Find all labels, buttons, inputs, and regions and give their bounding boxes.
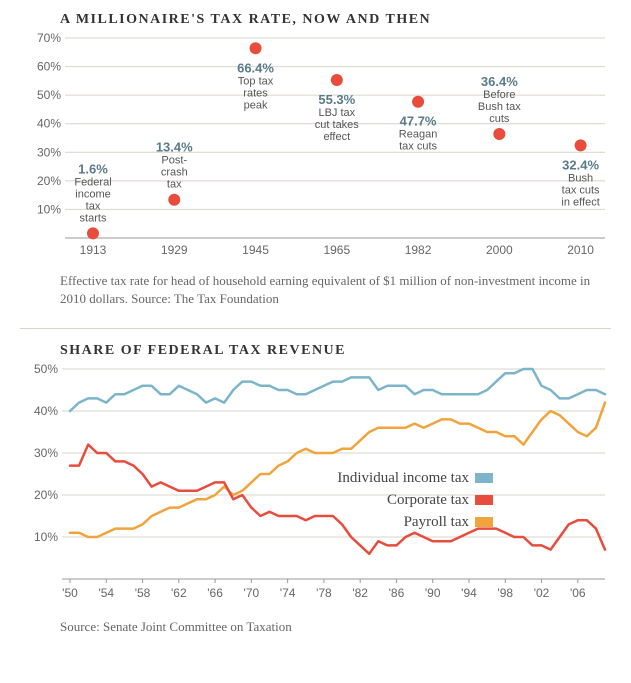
data-point — [493, 128, 505, 140]
point-desc: effect — [323, 131, 350, 143]
x-tick: '94 — [461, 586, 477, 600]
legend-label: Corporate tax — [387, 492, 470, 508]
point-desc: Top tax — [238, 75, 274, 87]
point-desc: starts — [80, 212, 107, 224]
chart1-container: A MILLIONAIRE'S TAX RATE, NOW AND THEN 1… — [0, 0, 631, 316]
chart2-title: SHARE OF FEDERAL TAX REVENUE — [60, 343, 611, 359]
data-point — [412, 96, 424, 108]
chart2-container: SHARE OF FEDERAL TAX REVENUE 10% 20% 30% 40… — [0, 329, 631, 646]
point-pct: 1.6% — [78, 161, 108, 176]
point-pct: 32.4% — [562, 157, 599, 172]
svg-text:50%: 50% — [34, 362, 58, 376]
legend-swatch — [475, 473, 493, 483]
svg-text:30%: 30% — [37, 145, 61, 159]
point-desc: tax cuts — [562, 184, 600, 196]
point-desc: Bush — [568, 172, 593, 184]
point-desc: Post- — [161, 155, 187, 167]
svg-text:70%: 70% — [37, 31, 61, 45]
point-desc: Bush tax — [478, 101, 521, 113]
x-tick: 2010 — [567, 243, 594, 257]
x-tick: '62 — [171, 586, 187, 600]
x-tick: '90 — [425, 586, 441, 600]
point-pct: 36.4% — [481, 74, 518, 89]
chart1-title: A MILLIONAIRE'S TAX RATE, NOW AND THEN — [60, 12, 611, 28]
x-tick: '74 — [280, 586, 296, 600]
chart1-caption: Effective tax rate for head of household… — [60, 272, 601, 308]
point-desc: peak — [244, 99, 268, 111]
chart2-svg: 10% 20% 30% 40% 50% '50 '54 '58 '62 '66 '70 '74 '78 '… — [20, 359, 611, 609]
chart2-caption: Source: Senate Joint Committee on Taxati… — [60, 618, 611, 636]
point-desc: tax cuts — [399, 141, 437, 153]
svg-text:60%: 60% — [37, 60, 61, 74]
point-desc: Federal — [74, 176, 111, 188]
legend-label: Individual income tax — [337, 470, 469, 486]
x-tick: '50 — [62, 586, 78, 600]
point-desc: Reagan — [399, 129, 438, 141]
x-tick: '86 — [389, 586, 405, 600]
point-pct: 55.3% — [318, 92, 355, 107]
x-tick: '98 — [497, 586, 513, 600]
svg-text:40%: 40% — [37, 117, 61, 131]
point-desc: rates — [243, 87, 268, 99]
x-tick: '66 — [207, 586, 223, 600]
data-point — [331, 74, 343, 86]
legend-swatch — [475, 517, 493, 527]
x-tick: 1913 — [80, 243, 107, 257]
svg-text:20%: 20% — [37, 174, 61, 188]
legend-swatch — [475, 495, 493, 505]
x-tick: 1965 — [323, 243, 350, 257]
data-point — [575, 139, 587, 151]
point-desc: cut takes — [315, 119, 360, 131]
point-desc: in effect — [561, 196, 599, 208]
svg-text:10%: 10% — [37, 202, 61, 216]
x-tick: 1929 — [161, 243, 188, 257]
series-individual — [70, 369, 605, 411]
point-pct: 13.4% — [156, 140, 193, 155]
x-tick: '02 — [534, 586, 550, 600]
data-point — [87, 227, 99, 239]
x-tick: '54 — [98, 586, 114, 600]
point-pct: 66.4% — [237, 60, 274, 75]
svg-text:10%: 10% — [34, 530, 58, 544]
x-tick: '82 — [352, 586, 368, 600]
svg-text:20%: 20% — [34, 488, 58, 502]
svg-text:30%: 30% — [34, 446, 58, 460]
x-tick: 1982 — [405, 243, 432, 257]
point-desc: Before — [483, 89, 515, 101]
point-desc: crash — [161, 167, 188, 179]
point-desc: LBJ tax — [318, 107, 355, 119]
point-desc: tax — [86, 200, 101, 212]
x-tick: '06 — [570, 586, 586, 600]
x-tick: '58 — [135, 586, 151, 600]
point-desc: cuts — [489, 113, 510, 125]
legend-label: Payroll tax — [404, 514, 470, 530]
svg-text:50%: 50% — [37, 88, 61, 102]
data-point — [250, 42, 262, 54]
x-tick: 2000 — [486, 243, 513, 257]
point-pct: 47.7% — [400, 114, 437, 129]
x-tick: 1945 — [242, 243, 269, 257]
x-tick: '70 — [244, 586, 260, 600]
point-desc: income — [75, 188, 110, 200]
x-tick: '78 — [316, 586, 332, 600]
point-desc: tax — [167, 179, 182, 191]
data-point — [168, 194, 180, 206]
svg-text:40%: 40% — [34, 404, 58, 418]
chart1-svg: 10% 20% 30% 40% 50% 60% 70% 1913 1.6%Federalinco… — [20, 28, 611, 263]
